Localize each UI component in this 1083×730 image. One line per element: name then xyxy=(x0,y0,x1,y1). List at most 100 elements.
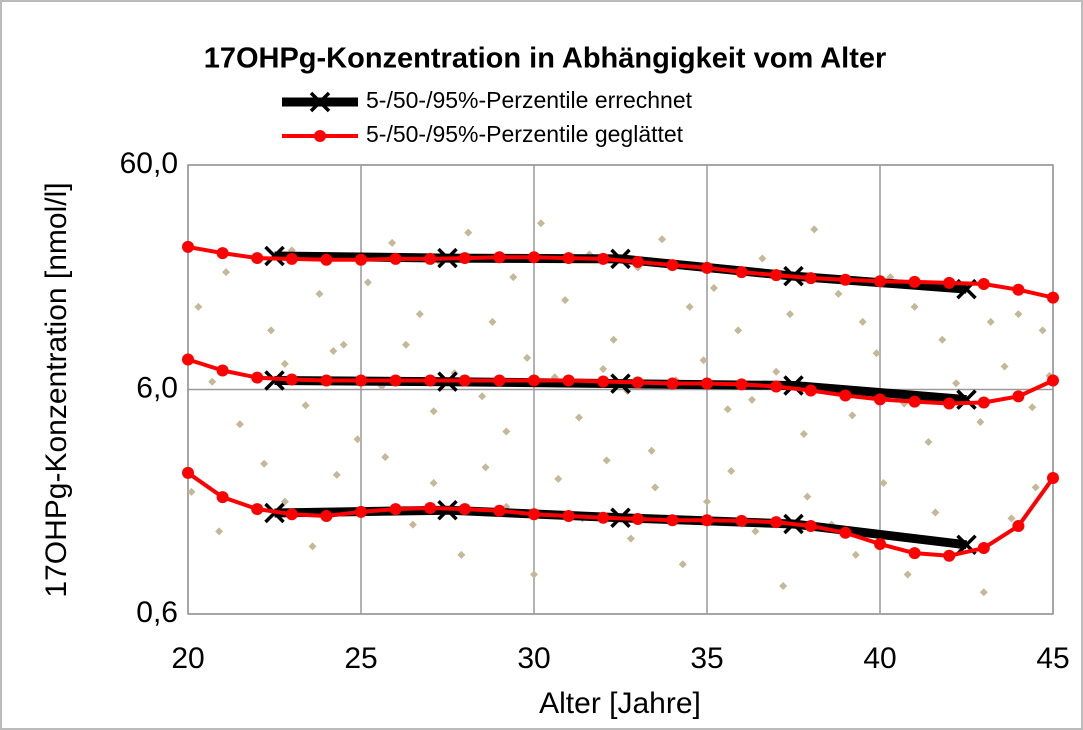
marker-circle xyxy=(631,512,644,525)
marker-circle xyxy=(839,389,852,402)
scatter-point xyxy=(723,405,732,414)
scatter-point xyxy=(851,550,860,559)
scatter-point xyxy=(530,570,538,579)
scatter-point xyxy=(339,340,348,349)
y-tick-label: 60,0 xyxy=(120,147,178,180)
legend-entry: 5-/50-/95%-Perzentile errechnet xyxy=(282,87,693,113)
scatter-point xyxy=(415,310,424,319)
scatter-point xyxy=(315,289,324,298)
marker-circle xyxy=(770,380,783,393)
x-tick-label: 20 xyxy=(171,642,204,675)
marker-circle xyxy=(216,247,229,260)
scatter-point xyxy=(699,356,708,365)
marker-circle xyxy=(355,505,367,518)
marker-circle xyxy=(320,509,333,522)
marker-circle xyxy=(735,266,748,279)
scatter-point xyxy=(758,254,767,263)
scatter-point xyxy=(931,508,940,517)
marker-circle xyxy=(251,503,264,516)
marker-circle xyxy=(943,549,956,562)
scatter-point xyxy=(488,317,497,326)
scatter-point xyxy=(332,470,341,479)
x-tick-label: 25 xyxy=(344,642,377,675)
marker-circle xyxy=(597,511,610,524)
scatter-point xyxy=(879,478,888,487)
scatter-point xyxy=(685,302,694,311)
marker-circle xyxy=(424,252,437,265)
marker-circle xyxy=(735,378,748,391)
marker-circle xyxy=(943,276,956,289)
marker-circle xyxy=(182,353,194,366)
marker-circle xyxy=(216,491,229,504)
scatter-point xyxy=(609,335,618,344)
marker-circle xyxy=(874,393,886,406)
legend-entry: 5-/50-/95%-Perzentile geglättet xyxy=(282,121,684,147)
marker-circle xyxy=(666,377,679,390)
scatter-point xyxy=(1031,483,1040,492)
marker-circle xyxy=(493,374,506,387)
marker-circle xyxy=(839,273,852,286)
y-axis-title: 17OHPg-Konzentration [nmol/l] xyxy=(40,182,73,597)
scatter-point xyxy=(678,560,687,569)
scatter-point xyxy=(709,283,718,292)
marker-circle xyxy=(182,466,194,479)
marker-circle xyxy=(804,272,817,285)
marker-circle xyxy=(874,275,886,288)
scatter-point xyxy=(509,273,518,282)
marker-circle xyxy=(355,374,367,387)
scatter-point xyxy=(910,302,919,311)
marker-circle xyxy=(804,519,817,532)
scatter-point xyxy=(751,527,760,536)
scatter-point xyxy=(626,534,635,543)
x-tick-label: 45 xyxy=(1036,642,1069,675)
scatter-point xyxy=(478,392,487,401)
marker-circle xyxy=(1047,374,1059,387)
marker-circle xyxy=(528,251,540,264)
scatter-point xyxy=(215,527,224,536)
scatter-point xyxy=(388,238,397,247)
scatter-point xyxy=(858,317,867,326)
scatter-point xyxy=(658,235,667,244)
scatter-point xyxy=(363,278,372,287)
scatter-point xyxy=(799,430,808,439)
marker-circle xyxy=(458,374,471,387)
marker-circle xyxy=(908,395,921,408)
marker-circle xyxy=(182,240,194,253)
marker-circle xyxy=(389,252,402,265)
scatter-point xyxy=(329,347,338,356)
scatter-point xyxy=(651,483,660,492)
marker-circle xyxy=(528,508,540,521)
marker-circle xyxy=(1012,390,1025,403)
marker-circle xyxy=(977,278,990,291)
marker-circle xyxy=(977,542,990,555)
scatter-point xyxy=(786,310,795,319)
scatter-point xyxy=(727,467,736,476)
scatter-point xyxy=(976,417,985,426)
marker-circle xyxy=(666,259,679,272)
marker-circle xyxy=(839,526,852,539)
scatter-point xyxy=(235,420,244,429)
scatter-point xyxy=(779,581,788,590)
scatter-point xyxy=(208,377,217,386)
marker-circle xyxy=(389,374,402,387)
scatter-point xyxy=(429,478,438,487)
marker-circle xyxy=(701,377,713,390)
scatter-point xyxy=(602,456,611,465)
scatter-point xyxy=(308,542,317,551)
scatter-point xyxy=(834,289,843,298)
scatter-point xyxy=(924,438,933,447)
marker-circle xyxy=(320,374,333,387)
marker-circle xyxy=(631,376,644,389)
marker-circle xyxy=(977,396,990,409)
x-axis-title: Alter [Jahre] xyxy=(539,687,701,720)
scatter-point xyxy=(187,487,196,496)
marker-circle xyxy=(597,375,610,388)
scatter-point xyxy=(986,317,995,326)
y-tick-label: 6,0 xyxy=(136,371,178,404)
marker-circle xyxy=(458,503,471,516)
marker-circle xyxy=(701,514,713,527)
marker-circle xyxy=(597,252,610,265)
marker-circle xyxy=(1012,519,1025,532)
scatter-point xyxy=(772,367,781,376)
